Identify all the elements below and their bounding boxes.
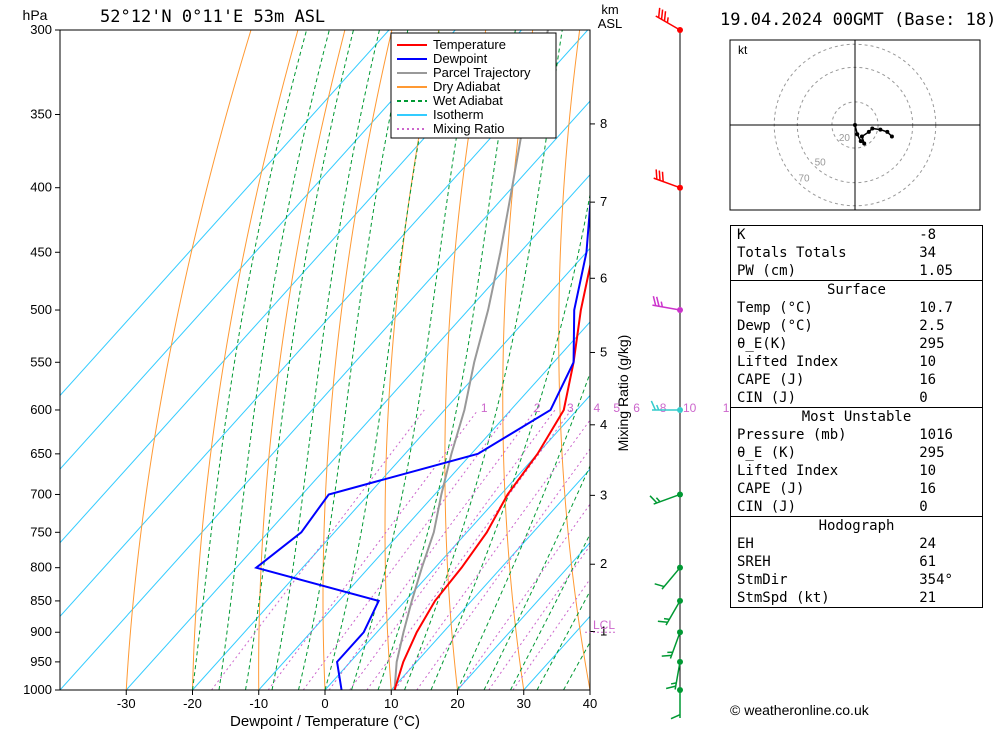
- table-param: CAPE (J): [731, 371, 900, 389]
- x-tick-label: -20: [183, 696, 202, 711]
- legend-item: Mixing Ratio: [433, 121, 505, 136]
- mixing-label: 3: [567, 401, 574, 415]
- copyright-text: © weatheronline.co.uk: [730, 702, 869, 718]
- y-tick-label: 850: [30, 593, 52, 608]
- km-tick-label: 6: [600, 270, 607, 285]
- y-tick-label: 500: [30, 302, 52, 317]
- table-section-header: Surface: [731, 281, 983, 300]
- km-tick-label: 3: [600, 487, 607, 502]
- mixing-label: 4: [594, 401, 601, 415]
- legend-item: Wet Adiabat: [433, 93, 503, 108]
- table-value: 21: [899, 589, 982, 608]
- table-param: Dewp (°C): [731, 317, 900, 335]
- km-tick-label: 5: [600, 344, 607, 359]
- y-tick-label: 1000: [23, 682, 52, 697]
- hodograph-ring-label: 70: [798, 174, 810, 185]
- table-param: θ_E(K): [731, 335, 900, 353]
- mixing-label: 10: [683, 401, 697, 415]
- y-tick-label: 400: [30, 180, 52, 195]
- table-param: StmDir: [731, 571, 900, 589]
- table-value: -8: [899, 226, 982, 245]
- y-tick-label: 800: [30, 560, 52, 575]
- table-value: 61: [899, 553, 982, 571]
- table-value: 24: [899, 535, 982, 553]
- y-tick-label: 600: [30, 402, 52, 417]
- table-value: 1016: [899, 426, 982, 444]
- table-value: 0: [899, 498, 982, 517]
- mixing-label: 6: [633, 401, 640, 415]
- table-value: 2.5: [899, 317, 982, 335]
- y-tick-label: 750: [30, 524, 52, 539]
- legend-item: Isotherm: [433, 107, 484, 122]
- legend-item: Dry Adiabat: [433, 79, 501, 94]
- x-tick-label: -30: [117, 696, 136, 711]
- table-section-header: Most Unstable: [731, 408, 983, 427]
- y-tick-label: 550: [30, 354, 52, 369]
- table-param: Totals Totals: [731, 244, 900, 262]
- legend-item: Dewpoint: [433, 51, 488, 66]
- hodograph-ring-label: 50: [815, 157, 827, 168]
- y-tick-label: 650: [30, 446, 52, 461]
- table-param: CIN (J): [731, 389, 900, 408]
- km-tick-label: 2: [600, 556, 607, 571]
- table-param: PW (cm): [731, 262, 900, 281]
- km-tick-label: 7: [600, 194, 607, 209]
- mixing-label: 2: [534, 401, 541, 415]
- x-tick-label: 40: [583, 696, 597, 711]
- table-param: Temp (°C): [731, 299, 900, 317]
- x-tick-label: 20: [450, 696, 464, 711]
- x-tick-label: 0: [321, 696, 328, 711]
- table-value: 0: [899, 389, 982, 408]
- x-tick-label: 30: [517, 696, 531, 711]
- table-value: 295: [899, 444, 982, 462]
- table-param: Lifted Index: [731, 353, 900, 371]
- mixing-axis-label: Mixing Ratio (g/kg): [615, 335, 631, 452]
- x-tick-label: -10: [249, 696, 268, 711]
- mixing-label: 8: [660, 401, 667, 415]
- table-value: 10.7: [899, 299, 982, 317]
- km-label: km: [601, 2, 618, 17]
- mixing-label: 1: [481, 401, 488, 415]
- table-param: θ_E (K): [731, 444, 900, 462]
- y-tick-label: 900: [30, 624, 52, 639]
- km-tick-label: 4: [600, 417, 607, 432]
- table-value: 10: [899, 353, 982, 371]
- table-value: 16: [899, 371, 982, 389]
- asl-label: ASL: [598, 16, 623, 31]
- x-axis-label: Dewpoint / Temperature (°C): [230, 713, 420, 730]
- lcl-label: LCL: [593, 618, 615, 632]
- legend-item: Temperature: [433, 37, 506, 52]
- table-param: CAPE (J): [731, 480, 900, 498]
- table-param: Pressure (mb): [731, 426, 900, 444]
- table-value: 354°: [899, 571, 982, 589]
- table-param: Lifted Index: [731, 462, 900, 480]
- y-tick-label: 300: [30, 22, 52, 37]
- table-value: 16: [899, 480, 982, 498]
- table-value: 1.05: [899, 262, 982, 281]
- table-param: CIN (J): [731, 498, 900, 517]
- hodograph-unit: kt: [738, 43, 748, 57]
- x-tick-label: 10: [384, 696, 398, 711]
- timestamp-text: 19.04.2024 00GMT (Base: 18): [720, 10, 996, 30]
- legend-item: Parcel Trajectory: [433, 65, 531, 80]
- table-param: K: [731, 226, 900, 245]
- table-value: 34: [899, 244, 982, 262]
- km-tick-label: 8: [600, 116, 607, 131]
- table-param: EH: [731, 535, 900, 553]
- indices-table: K-8Totals Totals34PW (cm)1.05SurfaceTemp…: [730, 225, 983, 608]
- y-tick-label: 350: [30, 107, 52, 122]
- y-tick-label: 950: [30, 654, 52, 669]
- table-param: StmSpd (kt): [731, 589, 900, 608]
- chart-title: 52°12'N 0°11'E 53m ASL: [100, 7, 325, 27]
- table-value: 10: [899, 462, 982, 480]
- mixing-label: 5: [613, 401, 620, 415]
- hodograph-ring-label: 20: [839, 133, 851, 144]
- y-tick-label: 450: [30, 244, 52, 259]
- table-section-header: Hodograph: [731, 517, 983, 536]
- y-tick-label: 700: [30, 486, 52, 501]
- table-value: 295: [899, 335, 982, 353]
- y-left-label: hPa: [23, 7, 48, 23]
- table-param: SREH: [731, 553, 900, 571]
